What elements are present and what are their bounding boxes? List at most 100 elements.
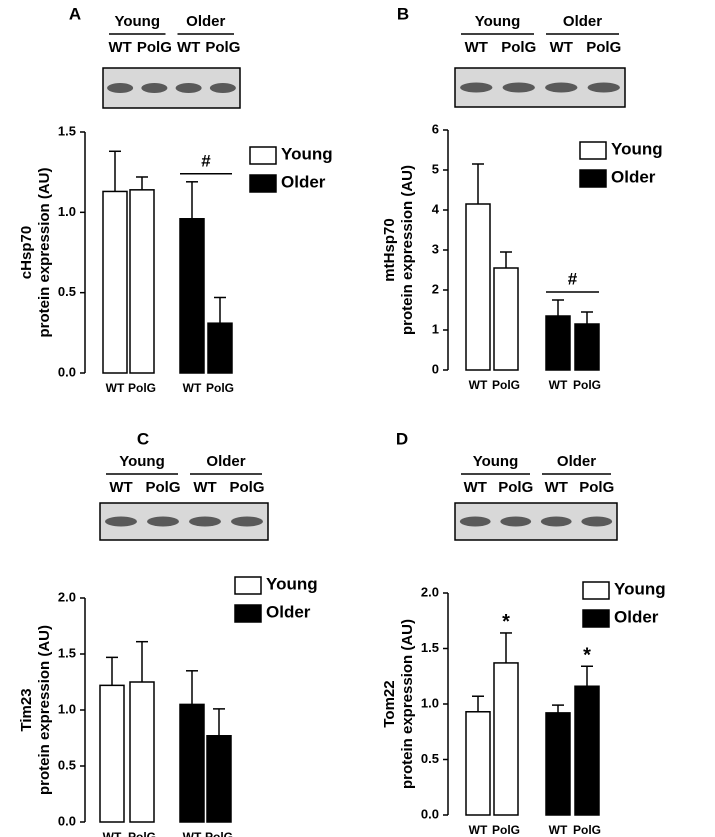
lane-label: PolG [586, 39, 621, 56]
group-label: Young [114, 13, 160, 30]
lane-label: PolG [229, 479, 264, 496]
legend-label: Young [281, 144, 333, 163]
lane-label: PolG [205, 39, 240, 56]
blot-band [460, 82, 493, 93]
legend-swatch [582, 581, 610, 600]
lane-label: WT [109, 479, 132, 496]
x-tick-label: PolG [573, 823, 601, 837]
legend-label: Older [614, 607, 659, 626]
bar [465, 711, 491, 816]
lane-label: WT [193, 479, 216, 496]
x-tick-label: PolG [128, 381, 156, 395]
y-axis-title: protein expression (AU) [36, 167, 53, 337]
bar [102, 190, 128, 374]
x-tick-label: WT [549, 378, 568, 392]
y-tick-label: 3 [432, 241, 439, 256]
legend-swatch [249, 174, 277, 193]
y-axis-title: protein expression (AU) [399, 619, 416, 789]
bar [574, 323, 600, 371]
panel-label: B [397, 4, 409, 23]
y-tick-label: 1.5 [421, 640, 439, 655]
x-tick-label: WT [469, 823, 488, 837]
group-label: Older [557, 453, 596, 470]
bar [465, 203, 491, 371]
y-tick-label: 2.0 [58, 589, 76, 604]
y-tick-label: 0 [432, 361, 439, 376]
bar [99, 684, 125, 823]
y-tick-label: 1.0 [421, 695, 439, 710]
annotation: * [502, 611, 510, 633]
y-tick-label: 1 [432, 321, 439, 336]
x-tick-label: WT [106, 381, 125, 395]
y-tick-label: 5 [432, 161, 439, 176]
x-tick-label: PolG [573, 378, 601, 392]
bar [545, 315, 571, 371]
x-tick-label: PolG [128, 830, 156, 837]
bar [179, 218, 205, 374]
panel-label: C [137, 429, 149, 448]
annotation: # [568, 269, 578, 288]
group-label: Young [119, 453, 165, 470]
lane-label: WT [464, 479, 487, 496]
y-tick-label: 0.0 [421, 806, 439, 821]
y-tick-label: 6 [432, 121, 439, 136]
blot-band [545, 82, 578, 93]
legend-label: Older [266, 602, 311, 621]
group-label: Older [206, 453, 245, 470]
y-tick-label: 0.5 [58, 757, 76, 772]
group-label: Young [475, 13, 521, 30]
annotation: # [201, 151, 211, 170]
bar [179, 703, 205, 823]
lane-label: WT [108, 39, 131, 56]
y-tick-label: 0.0 [58, 813, 76, 828]
bar [129, 189, 155, 374]
x-tick-label: WT [183, 830, 202, 837]
bar [493, 267, 519, 371]
blot-band [459, 516, 491, 527]
x-tick-label: WT [549, 823, 568, 837]
blot-band [581, 516, 613, 527]
blot-band [540, 516, 572, 527]
blot-band [500, 516, 532, 527]
bar [207, 322, 233, 374]
group-label: Young [473, 453, 519, 470]
blot-band [147, 516, 179, 527]
lane-label: WT [177, 39, 200, 56]
blot-band [107, 83, 134, 93]
blot-band [141, 83, 168, 93]
y-tick-label: 2.0 [421, 584, 439, 599]
blot-band [209, 83, 236, 93]
legend-label: Young [614, 579, 666, 598]
legend-label: Young [266, 574, 318, 593]
bar [206, 735, 232, 823]
lane-label: PolG [145, 479, 180, 496]
group-label: Older [563, 13, 602, 30]
panel-label: D [396, 429, 408, 448]
lane-label: PolG [137, 39, 172, 56]
y-axis-title: Tom22 [381, 680, 398, 727]
legend-label: Young [611, 139, 663, 158]
blot-band [587, 82, 620, 93]
panel-label: A [69, 4, 81, 23]
x-tick-label: WT [183, 381, 202, 395]
y-tick-label: 4 [432, 201, 440, 216]
y-tick-label: 1.5 [58, 645, 76, 660]
legend-swatch [234, 576, 262, 595]
lane-label: WT [550, 39, 573, 56]
blot-band [189, 516, 221, 527]
x-tick-label: PolG [492, 378, 520, 392]
y-tick-label: 0.0 [58, 364, 76, 379]
y-axis-title: protein expression (AU) [399, 165, 416, 335]
y-axis-title: cHsp70 [18, 226, 35, 279]
legend-label: Older [611, 167, 656, 186]
legend-label: Older [281, 172, 326, 191]
blot-band [105, 516, 137, 527]
lane-label: WT [545, 479, 568, 496]
x-tick-label: PolG [206, 381, 234, 395]
bar [129, 681, 155, 823]
legend-swatch [249, 146, 277, 165]
y-tick-label: 0.5 [421, 751, 439, 766]
y-tick-label: 1.0 [58, 204, 76, 219]
bar [493, 662, 519, 816]
x-tick-label: WT [469, 378, 488, 392]
